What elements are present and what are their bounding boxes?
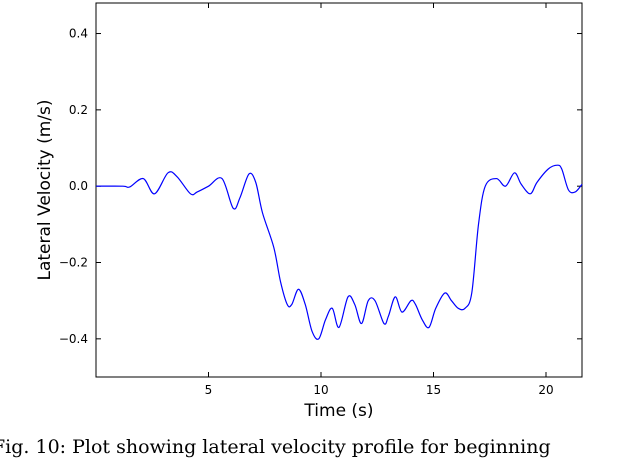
x-tick-label: 5 [205,383,213,397]
y-tick-label: 0.2 [69,103,88,117]
y-axis-label: Lateral Velocity (m/s) [35,99,55,280]
x-tick-label: 20 [538,383,553,397]
x-tick-label: 10 [313,383,328,397]
y-tick-label: −0.2 [59,256,88,270]
plot-area [96,3,582,377]
x-tick-label: 15 [426,383,441,397]
y-tick-label: −0.4 [59,332,88,346]
y-tick-label: 0.0 [69,179,88,193]
figure-caption: Fig. 10: Plot showing lateral velocity p… [0,436,618,458]
y-tick-label: 0.4 [69,27,88,41]
x-axis-label: Time (s) [303,401,373,421]
